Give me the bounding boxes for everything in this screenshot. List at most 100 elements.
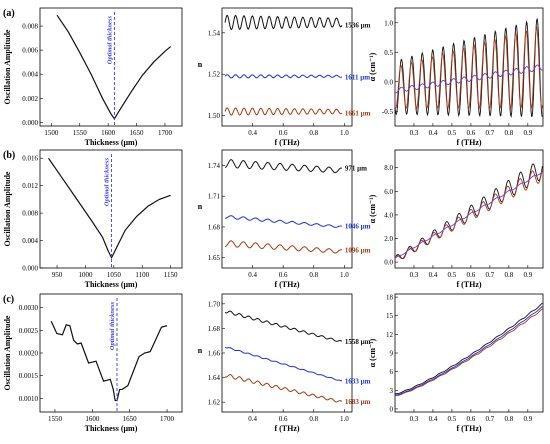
amplitude-plot-xtick-label: 950 (52, 271, 63, 279)
absorption-plot-frame (394, 7, 544, 127)
amplitude-plot-xtick-label: 1050 (107, 271, 122, 279)
absorption-plot-xtick-label: 0.8 (504, 271, 513, 279)
absorption-plot-xtick-label: 0.3 (410, 129, 419, 137)
amplitude-plot-ytick-label: 0.002 (22, 95, 38, 103)
absorption-plot-frame (394, 149, 544, 269)
amplitude-plot-ytick-label: 0.0030 (19, 304, 39, 312)
index-plot-frame (221, 7, 353, 127)
index-plot-ytick-label: 1.71 (208, 193, 221, 201)
index-curve-3 (224, 107, 343, 116)
amplitude-plot-ytick-label: 0.000 (22, 265, 38, 273)
absorption-plot-ytick-label: 0.0 (384, 259, 393, 267)
absorption-plot-ytick-label: 1.0 (384, 19, 393, 27)
absorption-curve-2 (394, 168, 543, 260)
index-plot-ytick-label: 1.64 (208, 374, 221, 382)
absorption-curve-1 (394, 302, 543, 395)
absorption-plot-xtick-label: 0.3 (410, 415, 419, 423)
amplitude-plot-xtick-label: 1550 (73, 129, 88, 137)
optimal-thickness-label: Optimal thickness (104, 158, 111, 207)
amplitude-plot-ytick-label: 0.012 (22, 182, 38, 190)
absorption-plot-xtick-label: 0.7 (485, 415, 494, 423)
index-plot-xtick-label: 0.4 (248, 415, 257, 423)
panel-label: (b) (3, 150, 15, 161)
index-plot-xtick-label: 0.8 (309, 271, 318, 279)
index-curve-label: 1683 μm (345, 398, 371, 406)
amplitude-plot-ytick-label: 0.016 (22, 155, 38, 163)
absorption-ylabel: α (cm⁻¹) (368, 194, 377, 223)
index-plot-frame (221, 149, 353, 269)
absorption-xlabel: f (THz) (456, 280, 481, 289)
amplitude-plot-xtick-label: 1700 (160, 415, 175, 423)
index-plot-ytick-label: 1.68 (208, 223, 221, 231)
index-plot-ytick-label: 1.68 (208, 325, 221, 333)
index-curve-label: 971 μm (345, 165, 367, 173)
amplitude-plot-frame (39, 7, 183, 127)
index-plot-xtick-label: 0.8 (309, 129, 318, 137)
index-plot-ytick-label: 1.50 (208, 112, 221, 120)
amplitude-ylabel: Oscillation Amplitude (3, 315, 12, 390)
index-plot-xtick-label: 0.6 (279, 415, 288, 423)
absorption-plot-xtick-label: 0.4 (429, 415, 438, 423)
index-plot-xtick-label: 1.0 (340, 129, 349, 137)
absorption-plot-xtick-label: 0.5 (448, 271, 457, 279)
absorption-plot-xtick-label: 0.4 (429, 271, 438, 279)
index-plot-xtick-label: 0.4 (248, 129, 257, 137)
amplitude-xlabel: Thickness (μm) (85, 424, 138, 433)
amplitude-plot-xtick-label: 1000 (78, 271, 93, 279)
absorption-plot-ytick-label: -0.5 (382, 108, 394, 116)
absorption-plot-ytick-label: 6 (390, 368, 394, 376)
absorption-plot-xtick-label: 0.7 (485, 129, 494, 137)
absorption-curve-2 (394, 26, 543, 110)
amplitude-plot-xtick-label: 1150 (164, 271, 178, 279)
index-xlabel: f (THz) (274, 138, 299, 147)
index-plot-xtick-label: 0.6 (279, 271, 288, 279)
amplitude-ylabel: Oscillation Amplitude (3, 29, 12, 104)
index-plot-xtick-label: 1.0 (340, 415, 349, 423)
index-plot-xtick-label: 0.4 (248, 271, 257, 279)
panel-label: (a) (3, 8, 15, 19)
index-xlabel: f (THz) (274, 424, 299, 433)
absorption-plot-xtick-label: 0.8 (504, 129, 513, 137)
index-plot-ytick-label: 1.70 (208, 300, 221, 308)
index-curve-1 (224, 310, 343, 342)
amplitude-plot-xtick-label: 1700 (158, 129, 173, 137)
index-curve-label: 1611 μm (345, 73, 370, 81)
panel-label: (c) (3, 294, 14, 305)
index-curve-3 (224, 374, 343, 403)
amplitude-plot-ytick-label: 0.008 (22, 23, 38, 31)
amplitude-plot-ytick-label: 0.0010 (19, 395, 39, 403)
amplitude-plot-xtick-label: 1600 (101, 129, 116, 137)
absorption-plot-ytick-label: 12 (386, 331, 394, 339)
index-plot-ytick-label: 1.62 (208, 399, 221, 407)
amplitude-xlabel: Thickness (μm) (85, 138, 138, 147)
index-ylabel: n (198, 346, 203, 355)
absorption-curve-3 (394, 171, 543, 259)
absorption-xlabel: f (THz) (456, 138, 481, 147)
index-plot-ytick-label: 1.52 (208, 71, 221, 79)
absorption-plot-ytick-label: 0.0 (384, 78, 393, 86)
index-curve-label: 1096 μm (345, 246, 371, 254)
index-plot-xtick-label: 0.8 (309, 415, 318, 423)
amplitude-plot-xtick-label: 1600 (85, 415, 100, 423)
absorption-plot-ytick-label: 18 (386, 294, 394, 302)
absorption-plot-ytick-label: 4.0 (384, 211, 393, 219)
absorption-plot-xtick-label: 0.9 (523, 415, 532, 423)
index-curve-1 (224, 14, 343, 31)
amplitude-plot-ytick-label: 0.004 (22, 237, 38, 245)
index-curve-label: 1536 μm (345, 22, 371, 30)
index-plot-ytick-label: 1.65 (208, 254, 221, 262)
index-curve-label: 1661 μm (345, 109, 371, 117)
amplitude-plot-ytick-label: 0.008 (22, 210, 38, 218)
absorption-plot-xtick-label: 0.9 (523, 129, 532, 137)
index-xlabel: f (THz) (274, 280, 299, 289)
amplitude-plot-xtick-label: 1550 (48, 415, 63, 423)
amplitude-curve (48, 157, 171, 260)
index-curve-2 (224, 74, 343, 79)
optimal-thickness-label: Optimal thickness (106, 16, 113, 65)
amplitude-plot-ytick-label: 0.0020 (19, 350, 39, 358)
index-plot-ytick-label: 1.54 (208, 29, 221, 37)
absorption-plot-ytick-label: 9 (390, 350, 394, 358)
absorption-plot-ytick-label: 8.0 (384, 164, 393, 172)
optimal-thickness-label: Optimal thickness (109, 302, 116, 351)
